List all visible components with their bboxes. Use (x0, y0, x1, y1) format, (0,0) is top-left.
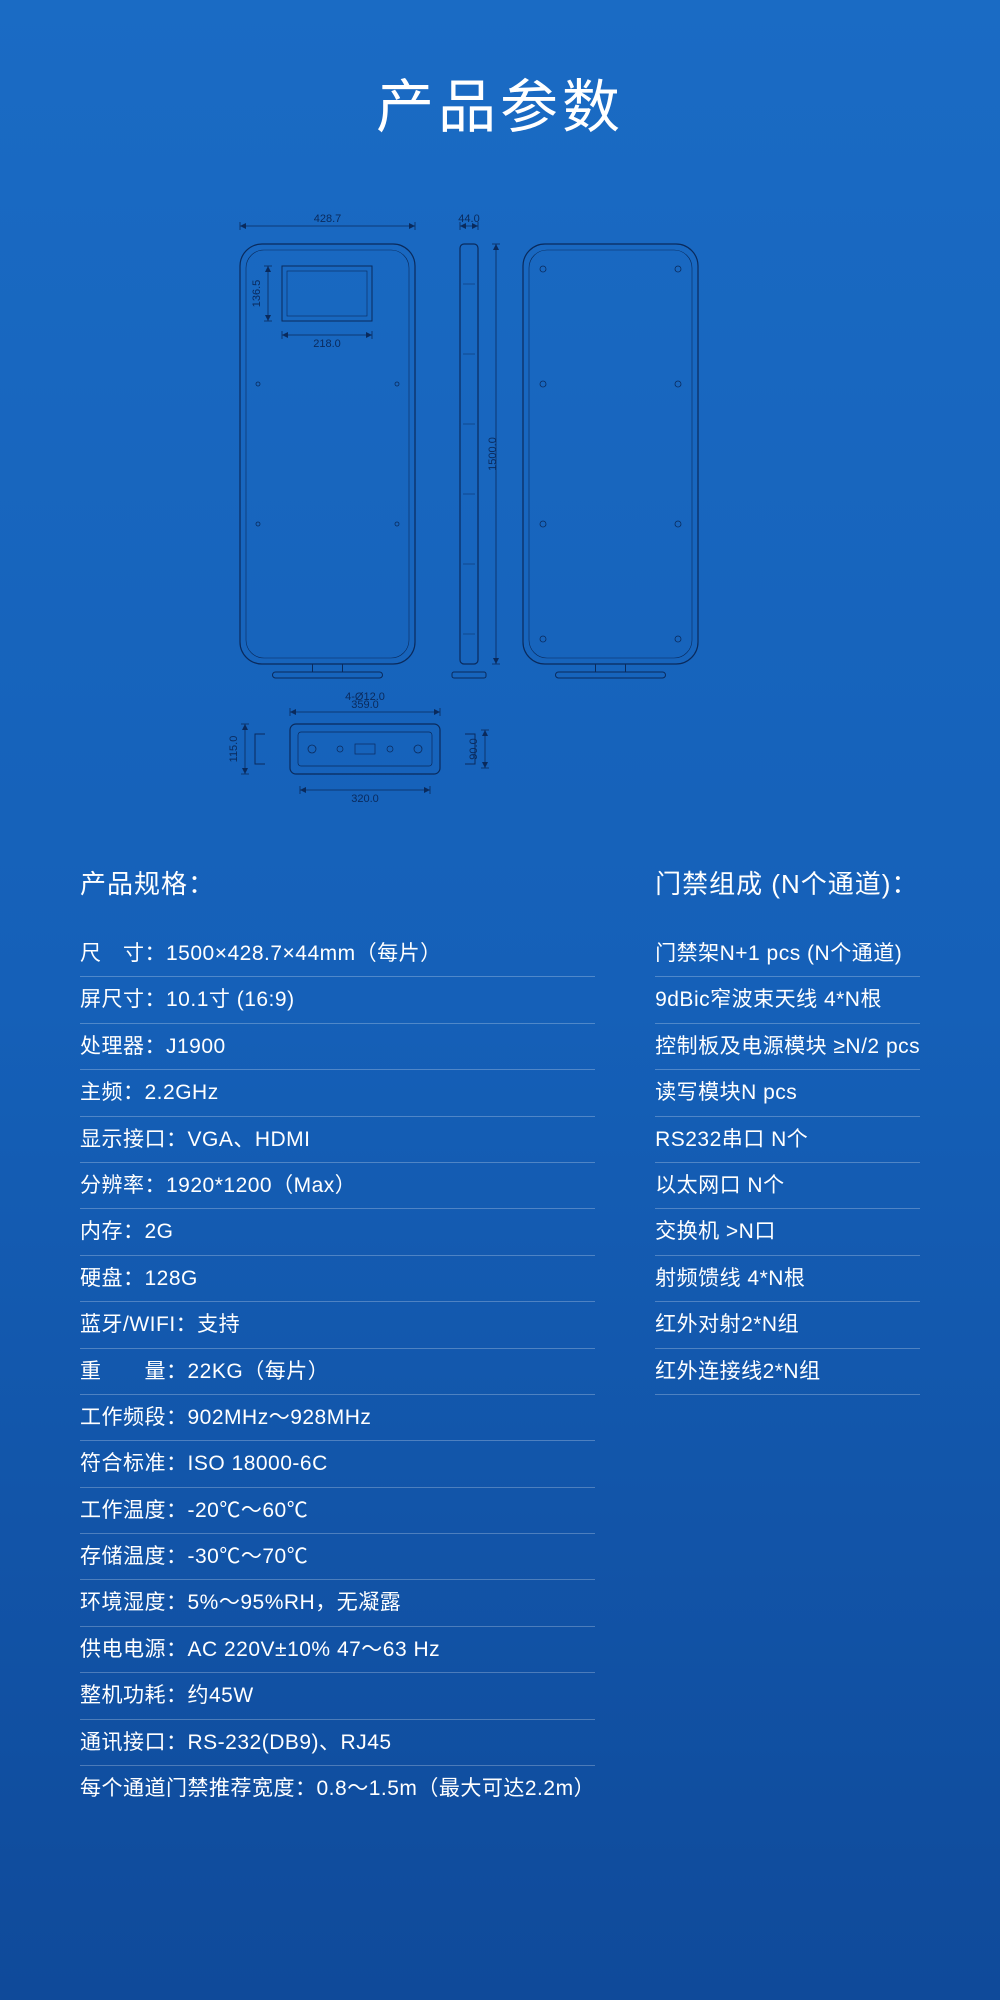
spec-row: 读写模块N pcs (655, 1070, 920, 1116)
product-specs-column: 产品规格： 尺 寸：1500×428.7×44mm（每片）屏尺寸：10.1寸 (… (80, 864, 595, 1811)
spec-row: 交换机 >N口 (655, 1209, 920, 1255)
spec-row: 蓝牙/WIFI：支持 (80, 1302, 595, 1348)
spec-row: 每个通道门禁推荐宽度：0.8～1.5m（最大可达2.2m） (80, 1766, 595, 1811)
spec-row: 工作频段：902MHz～928MHz (80, 1395, 595, 1441)
spec-row: 符合标准：ISO 18000-6C (80, 1441, 595, 1487)
spec-row: 存储温度：-30℃～70℃ (80, 1534, 595, 1580)
spec-row: 显示接口：VGA、HDMI (80, 1117, 595, 1163)
spec-row: 供电电源：AC 220V±10% 47～63 Hz (80, 1627, 595, 1673)
gate-composition-column: 门禁组成 (N个通道)： 门禁架N+1 pcs (N个通道)9dBic窄波束天线… (655, 864, 920, 1811)
svg-text:4-Ø12.0: 4-Ø12.0 (345, 691, 385, 703)
svg-text:218.0: 218.0 (313, 338, 341, 350)
svg-text:44.0: 44.0 (458, 213, 479, 225)
spec-row: 整机功耗：约45W (80, 1673, 595, 1719)
spec-row: 硬盘：128G (80, 1256, 595, 1302)
spec-row: 屏尺寸：10.1寸 (16:9) (80, 977, 595, 1023)
spec-row: 环境湿度：5%～95%RH，无凝露 (80, 1580, 595, 1626)
spec-row: 9dBic窄波束天线 4*N根 (655, 977, 920, 1023)
technical-drawing: 428.7218.0136.544.01500.0359.04-Ø12.0320… (0, 164, 1000, 844)
product-specs-heading: 产品规格： (80, 864, 595, 901)
spec-row: 控制板及电源模块 ≥N/2 pcs (655, 1024, 920, 1070)
dimension-diagram: 428.7218.0136.544.01500.0359.04-Ø12.0320… (180, 184, 820, 824)
spec-row: 以太网口 N个 (655, 1163, 920, 1209)
spec-row: 射频馈线 4*N根 (655, 1256, 920, 1302)
spec-row: 内存：2G (80, 1209, 595, 1255)
svg-text:320.0: 320.0 (351, 793, 379, 805)
svg-text:428.7: 428.7 (314, 213, 342, 225)
spec-row: 工作温度：-20℃～60℃ (80, 1488, 595, 1534)
svg-text:1500.0: 1500.0 (487, 437, 499, 471)
spec-row: 门禁架N+1 pcs (N个通道) (655, 931, 920, 977)
svg-text:136.5: 136.5 (251, 280, 263, 308)
svg-text:115.0: 115.0 (228, 736, 240, 763)
spec-row: 分辨率：1920*1200（Max） (80, 1163, 595, 1209)
spec-row: 通讯接口：RS-232(DB9)、RJ45 (80, 1720, 595, 1766)
specs-columns: 产品规格： 尺 寸：1500×428.7×44mm（每片）屏尺寸：10.1寸 (… (0, 844, 1000, 1811)
gate-composition-heading: 门禁组成 (N个通道)： (655, 864, 920, 901)
spec-row: 主频：2.2GHz (80, 1070, 595, 1116)
page-title: 产品参数 (0, 0, 1000, 144)
spec-row: RS232串口 N个 (655, 1117, 920, 1163)
spec-row: 处理器：J1900 (80, 1024, 595, 1070)
spec-row: 红外对射2*N组 (655, 1302, 920, 1348)
spec-row: 红外连接线2*N组 (655, 1349, 920, 1395)
spec-row: 重 量：22KG（每片） (80, 1349, 595, 1395)
spec-row: 尺 寸：1500×428.7×44mm（每片） (80, 931, 595, 977)
svg-text:90.0: 90.0 (468, 738, 480, 759)
